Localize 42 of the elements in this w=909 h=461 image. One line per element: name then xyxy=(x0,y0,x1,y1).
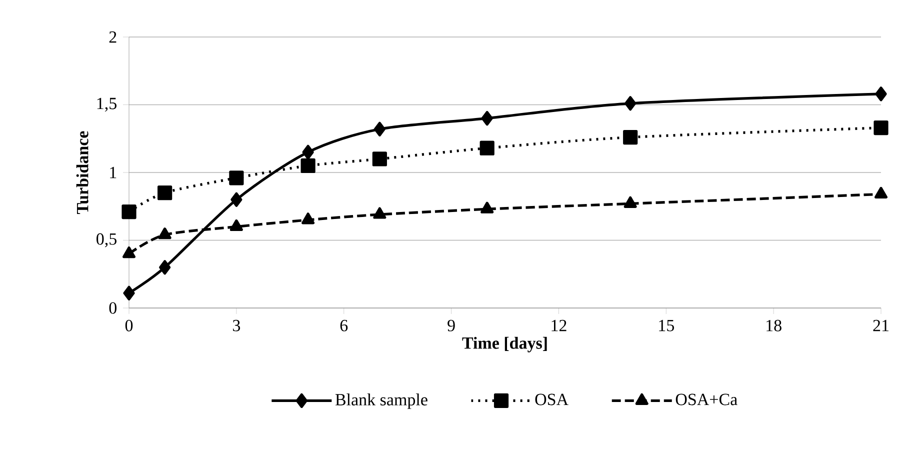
point xyxy=(158,228,172,240)
point xyxy=(372,152,387,166)
x-axis-title: Time [days] xyxy=(462,336,547,352)
legend-label: OSA xyxy=(535,394,568,406)
y-tick-label: 2 xyxy=(109,31,116,43)
x-tick-label: 0 xyxy=(125,320,133,332)
y-tick-label: 1 xyxy=(110,166,116,178)
point xyxy=(624,96,636,111)
x-tick-label: 6 xyxy=(340,320,348,332)
point xyxy=(874,120,888,136)
point xyxy=(158,186,172,200)
point xyxy=(230,192,242,207)
point xyxy=(302,144,314,160)
point xyxy=(123,286,135,300)
x-tick-label: 18 xyxy=(766,320,782,332)
point xyxy=(159,260,171,275)
y-tick-label: 0 xyxy=(109,302,116,314)
point xyxy=(480,140,494,156)
point xyxy=(122,246,136,258)
x-tick-label: 3 xyxy=(233,320,240,332)
legend-label: OSA+Ca xyxy=(676,394,738,406)
point xyxy=(373,207,386,219)
y-tick-label: 0,5 xyxy=(96,233,116,248)
point xyxy=(875,86,887,102)
x-tick-label: 12 xyxy=(552,320,566,332)
point xyxy=(230,219,243,231)
point xyxy=(300,158,316,174)
point xyxy=(122,204,136,220)
point xyxy=(480,202,494,214)
point xyxy=(374,122,386,136)
x-tick-label: 9 xyxy=(448,320,455,332)
point xyxy=(481,111,493,126)
point xyxy=(624,196,637,208)
legend-label: Blank sample xyxy=(335,394,428,409)
point xyxy=(229,170,244,186)
x-tick-label: 21 xyxy=(873,320,888,332)
y-axis-title: Turbidance xyxy=(76,131,88,214)
point xyxy=(623,130,638,145)
point xyxy=(302,212,315,224)
x-tick-label: 15 xyxy=(659,320,674,332)
y-tick-label: 1,5 xyxy=(97,98,116,112)
point xyxy=(874,186,888,198)
